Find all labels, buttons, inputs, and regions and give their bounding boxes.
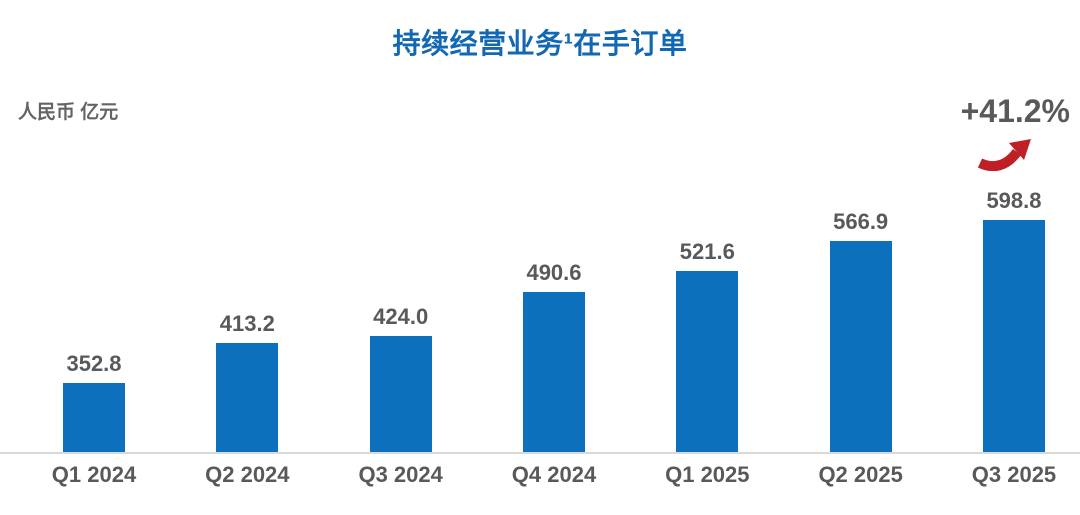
- bar-group: 521.6 Q1 2025: [647, 143, 767, 487]
- bar-group: 598.8 Q3 2025: [954, 143, 1074, 487]
- bar: [676, 271, 739, 453]
- x-axis-label: Q1 2024: [51, 462, 137, 487]
- bar: [522, 292, 585, 453]
- x-axis-baseline: [0, 452, 1080, 454]
- x-axis-label: Q3 2024: [358, 462, 443, 487]
- bar-value-label: 424.0: [373, 304, 429, 329]
- bar-group: 413.2 Q2 2024: [187, 143, 307, 487]
- bar-chart: 352.8 Q1 2024 413.2 Q2 2024 424.0 Q3 2024 490.…: [34, 143, 1074, 487]
- bar-group: 352.8 Q1 2024: [34, 143, 154, 487]
- bar-value-label: 566.9: [833, 209, 889, 234]
- bar: [829, 241, 892, 453]
- unit-label: 人民币 亿元: [18, 102, 119, 123]
- bar-value-label: 521.6: [679, 239, 735, 264]
- bar: [63, 383, 125, 453]
- x-axis-label: Q2 2024: [205, 462, 290, 487]
- growth-annotation: +41.2%: [960, 93, 1070, 171]
- x-axis-label: Q3 2025: [971, 462, 1057, 487]
- bar-value-label: 352.8: [66, 351, 122, 376]
- bar-value-label: 413.2: [219, 311, 275, 336]
- bar-value-label: 490.6: [526, 260, 582, 285]
- bar: [216, 343, 279, 453]
- chart-title: 持续经营业务¹在手订单: [392, 28, 688, 59]
- bar-group: 424.0 Q3 2024: [341, 143, 461, 487]
- bar: [982, 220, 1045, 453]
- growth-up-arrow-icon: [978, 139, 1031, 171]
- bar-value-label: 598.8: [986, 188, 1042, 213]
- bar-group: 490.6 Q4 2024: [494, 143, 614, 487]
- x-axis-label: Q1 2025: [665, 462, 750, 487]
- x-axis-label: Q2 2025: [818, 462, 903, 487]
- x-axis-label: Q4 2024: [511, 462, 597, 487]
- bar-group: 566.9 Q2 2025: [801, 143, 921, 487]
- growth-value-label: +41.2%: [960, 93, 1070, 129]
- bar: [369, 336, 432, 453]
